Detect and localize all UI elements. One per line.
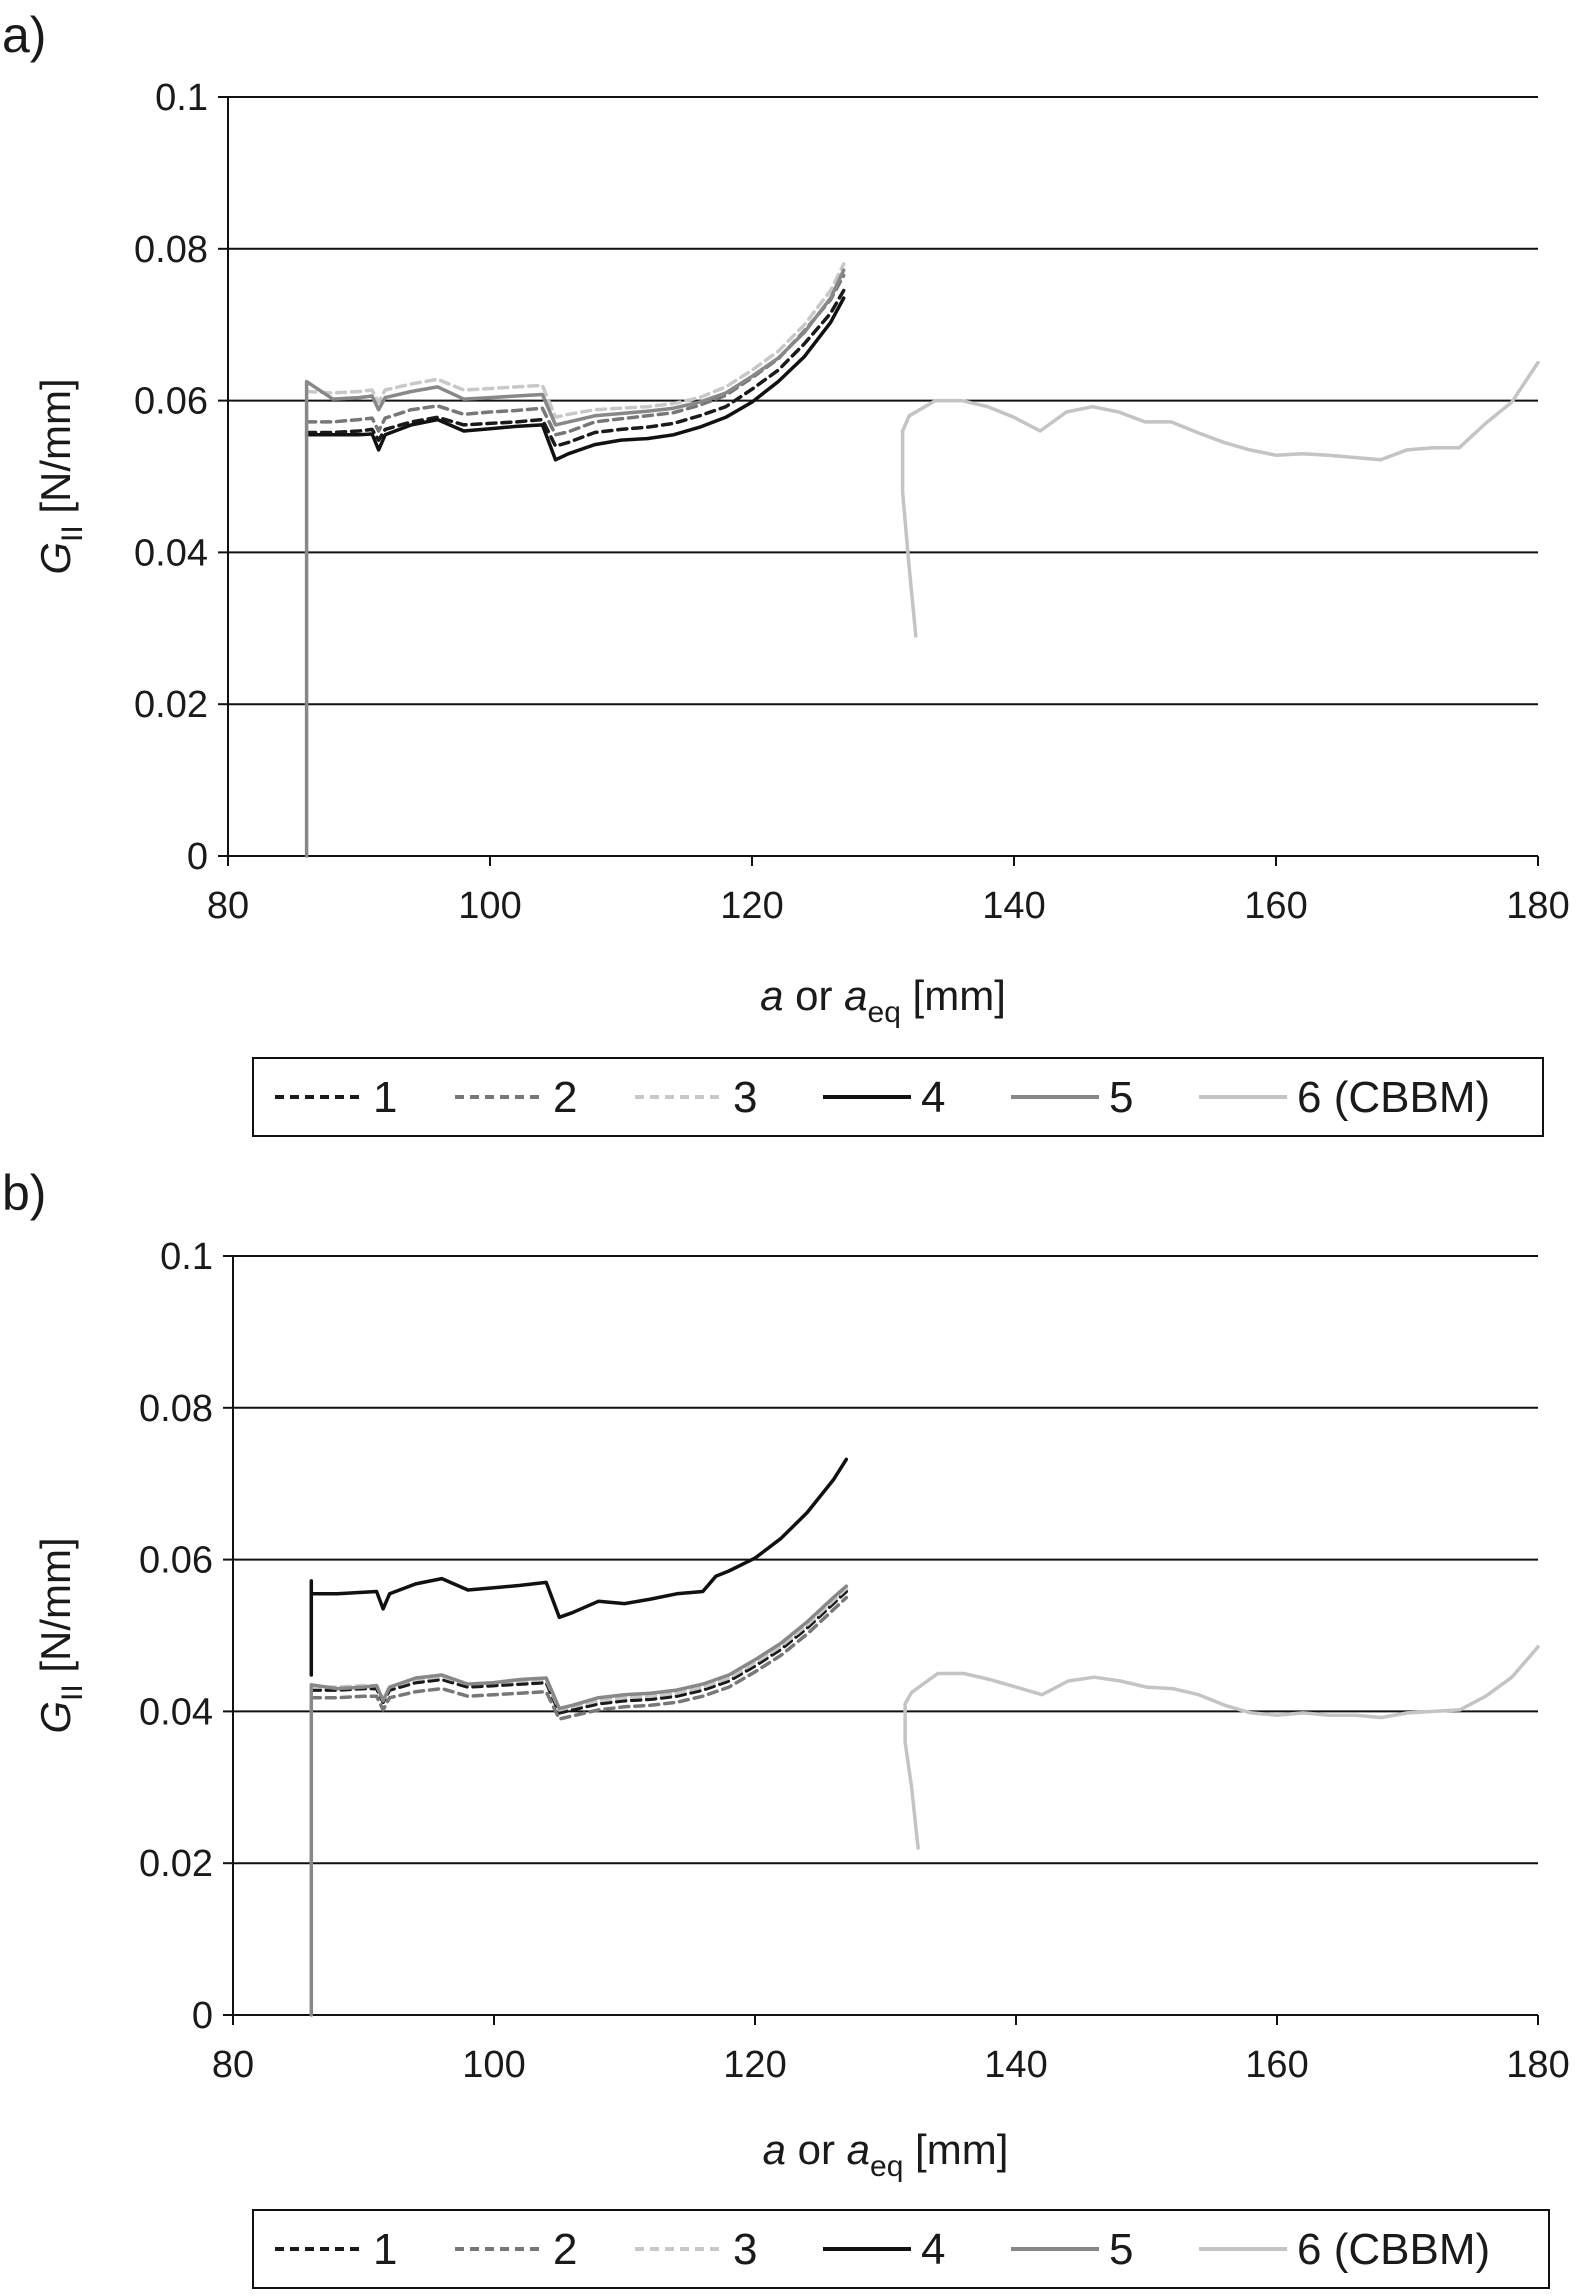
y-tick-label: 0.08 [134,229,208,271]
x-tick-label: 100 [462,2044,525,2086]
x-axis-label: a or aeq [mm] [760,972,1006,1029]
x-tick-label: 160 [1244,885,1307,927]
series-line-4 [304,296,846,462]
series-line-1 [304,288,846,448]
series-line-5 [309,1584,849,2017]
series-line-3 [309,1586,849,1712]
legend-label-1: 1 [373,1073,397,1122]
x-axis-label-unit: [mm] [901,972,1006,1019]
legend-label-3: 3 [733,2225,757,2274]
panel-label: a) [2,7,46,63]
x-axis-label-sub: eq [868,996,901,1029]
legend-label-6: 6 (CBBM) [1297,2225,1490,2274]
legend: 1 2 3 4 5 6 (CBBM) [252,1057,1544,1137]
x-axis-label-var: a [763,2126,786,2173]
y-tick-label: 0.06 [139,1540,213,1582]
x-tick-label: 80 [207,885,249,927]
y-axis-label: GII [N/mm] [32,378,89,574]
series-line-6 [903,1645,1540,1850]
series-line-2 [304,273,846,437]
y-axis-label-sub: II [56,525,89,542]
x-tick-label: 160 [1245,2044,1308,2086]
legend-label-1: 1 [373,2225,397,2274]
x-tick-label: 100 [458,885,521,927]
x-axis-label: a or aeq [mm] [763,2126,1009,2183]
x-tick-label: 180 [1506,2044,1569,2086]
x-axis-label-var: a [760,972,783,1019]
y-axis-label-unit: [N/mm] [32,1537,79,1684]
y-tick-label: 0.02 [139,1843,213,1885]
y-tick-label: 0.04 [139,1691,213,1733]
y-axis-label-unit: [N/mm] [32,378,79,525]
x-axis-label-or: or [786,2126,847,2173]
series-line-2 [309,1595,849,1721]
y-axis-label: GII [N/mm] [32,1537,89,1733]
y-tick-label: 0 [187,836,208,878]
panel-label: b) [2,1165,46,1221]
x-tick-label: 180 [1506,885,1569,927]
legend-label-2: 2 [553,1073,577,1122]
legend-label-5: 5 [1109,1073,1133,1122]
x-tick-label: 140 [982,885,1045,927]
x-tick-label: 80 [212,2044,254,2086]
y-tick-label: 0.1 [160,1236,213,1278]
x-tick-label: 140 [984,2044,1047,2086]
series-line-4 [309,1457,849,1677]
x-axis-label-or: or [783,972,844,1019]
y-tick-label: 0.1 [155,77,208,119]
legend-label-2: 2 [553,2225,577,2274]
legend-label-5: 5 [1109,2225,1133,2274]
legend: 1 2 3 4 5 6 (CBBM) [252,2209,1550,2289]
y-axis-label-sub: II [56,1684,89,1701]
y-tick-label: 0.06 [134,381,208,423]
y-axis-label-var: G [32,1701,79,1734]
y-tick-label: 0.02 [134,684,208,726]
series-line-5 [304,268,846,858]
panel-a: a) 0 0.02 0.04 0.06 0.08 0.1 80 100 120 140 160 180 a… [2,7,1570,1137]
y-axis-label-var: G [32,542,79,575]
x-tick-label: 120 [723,2044,786,2086]
x-tick-label: 120 [720,885,783,927]
series-line-3 [304,262,846,420]
y-tick-label: 0.08 [139,1388,213,1430]
x-axis-label-var2: a [847,2126,870,2173]
panel-b: b) 0 0.02 0.04 0.06 0.08 0.1 80 100 120 140 160 180 a… [2,1165,1570,2289]
y-tick-label: 0.04 [134,532,208,574]
legend-label-6: 6 (CBBM) [1297,1073,1490,1122]
x-axis-label-sub: eq [870,2150,903,2183]
y-tick-label: 0 [192,1995,213,2037]
legend-label-4: 4 [921,2225,945,2274]
series-line-6 [900,360,1540,638]
x-axis-label-unit: [mm] [903,2126,1008,2173]
legend-label-3: 3 [733,1073,757,1122]
legend-label-4: 4 [921,1073,945,1122]
x-axis-label-var2: a [844,972,867,1019]
